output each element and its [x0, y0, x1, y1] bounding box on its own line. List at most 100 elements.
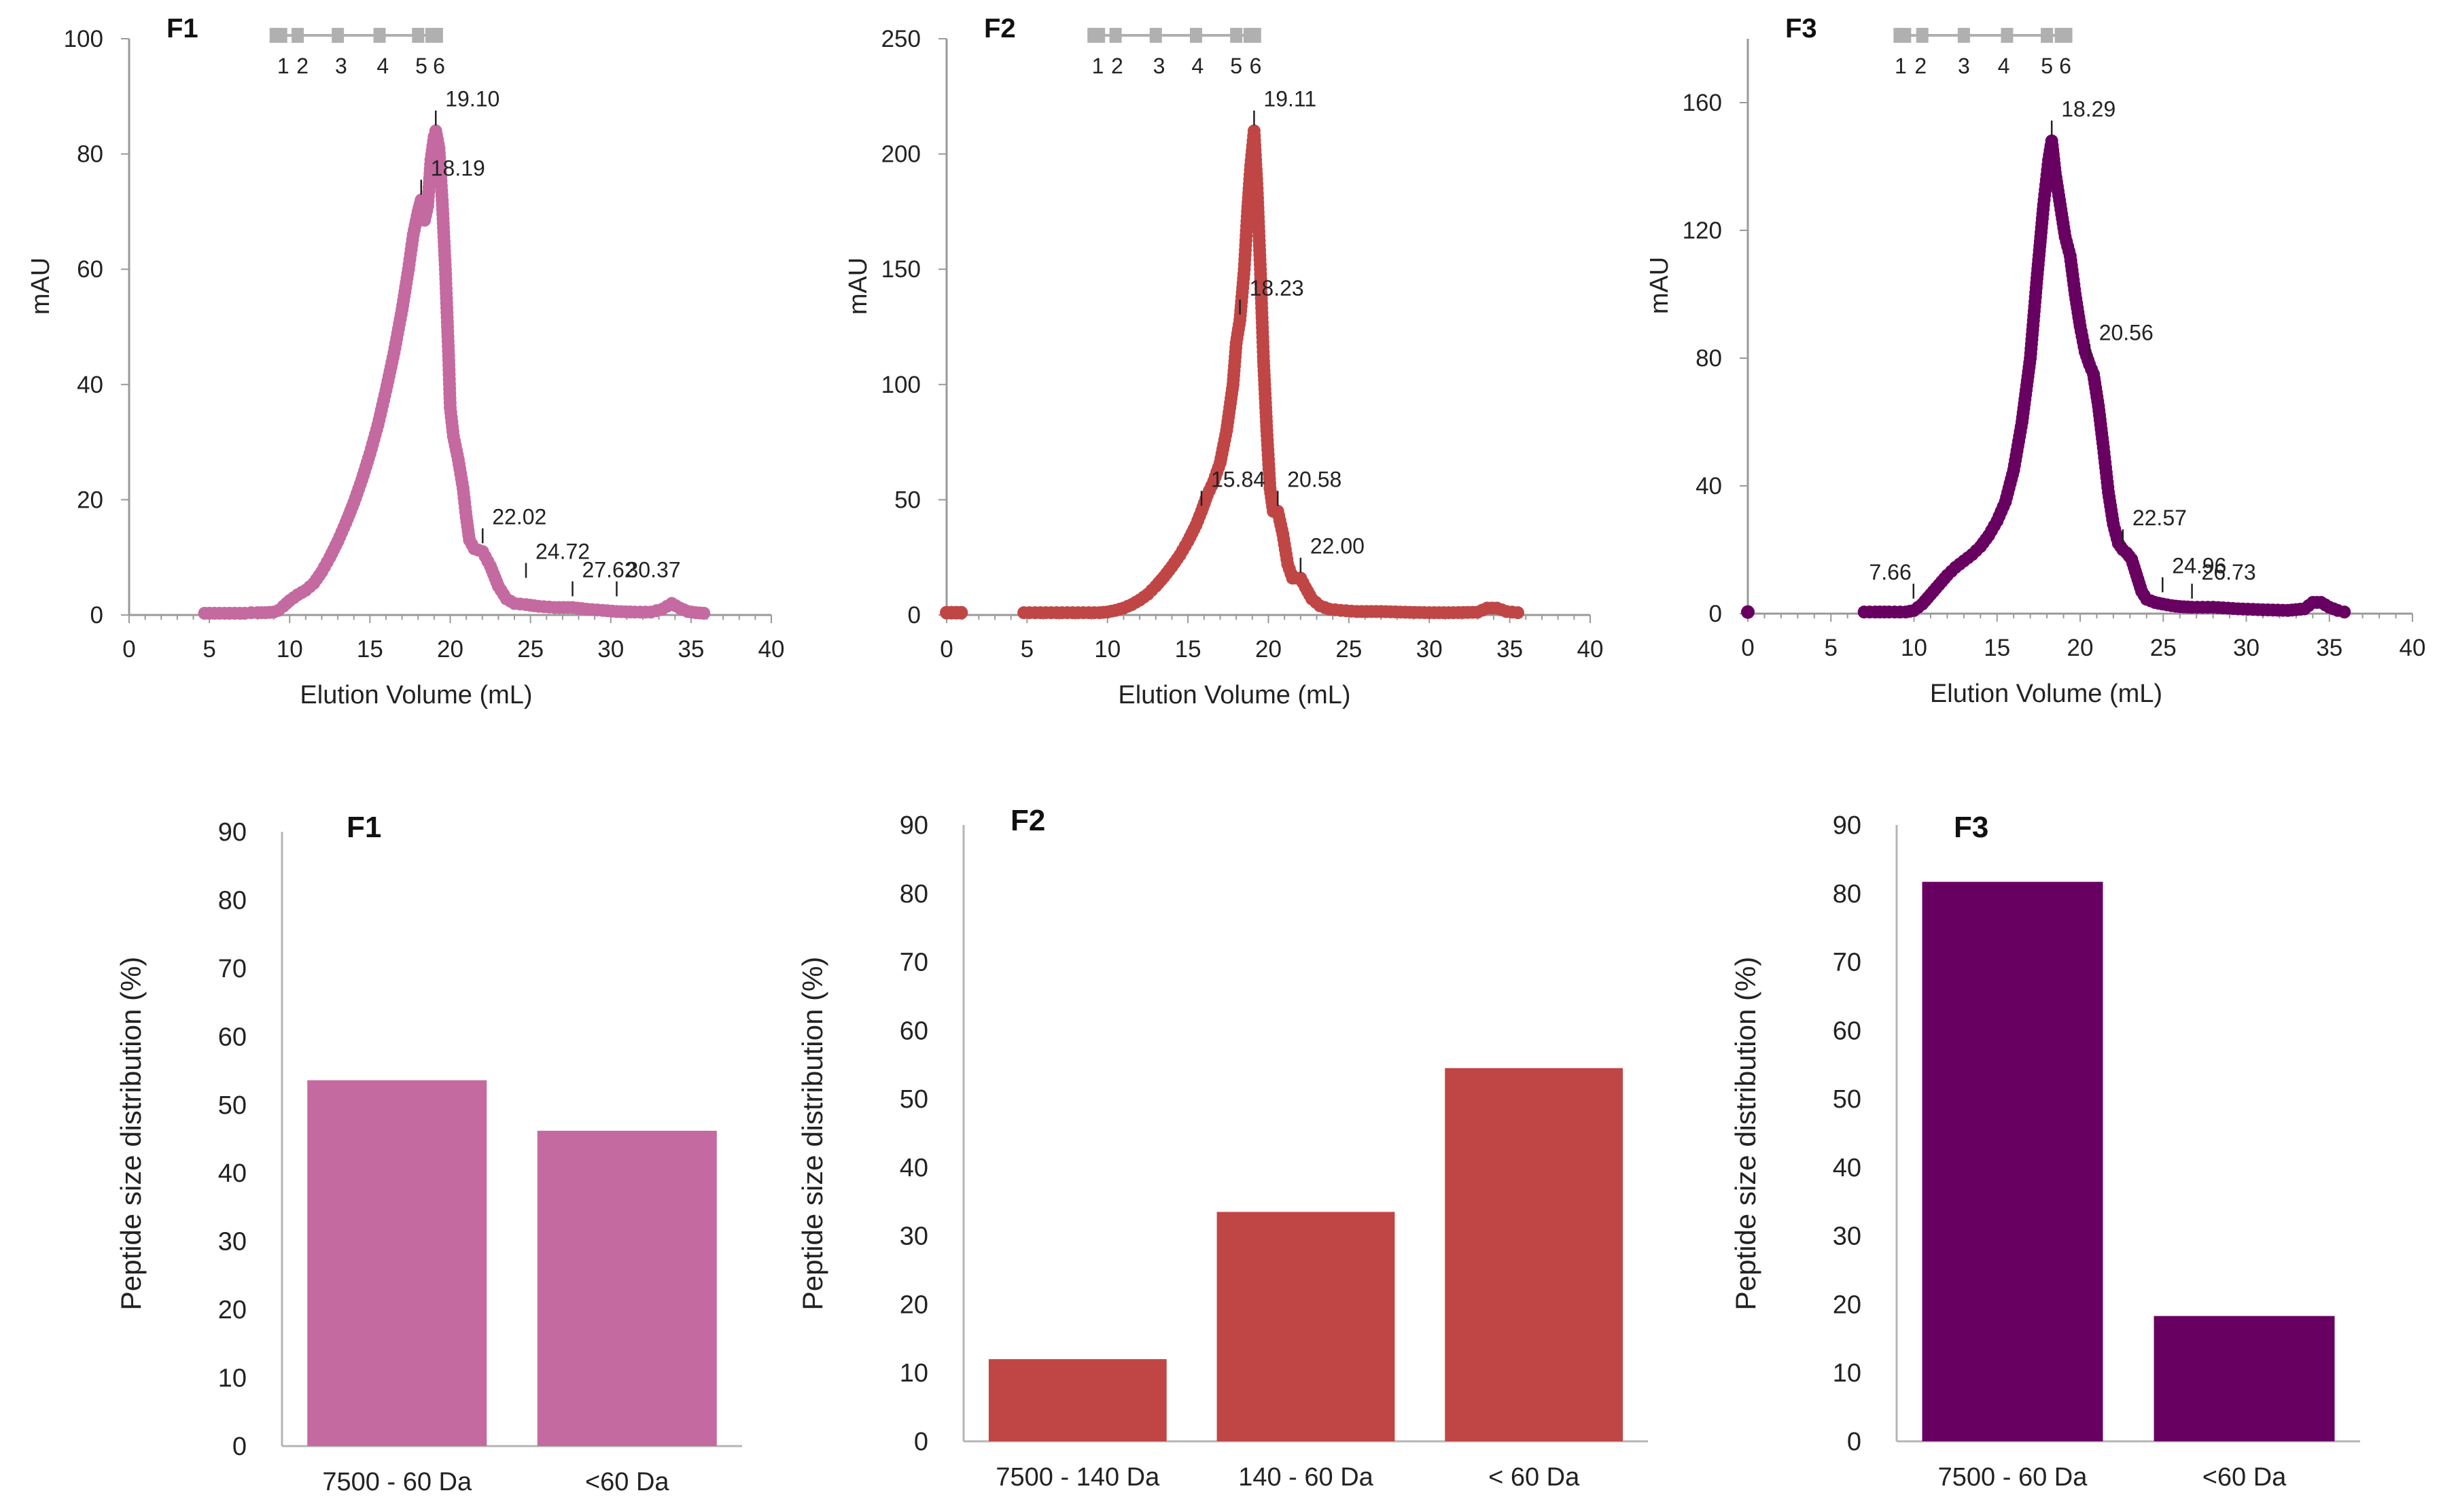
fraction-marker-label: 4: [1191, 54, 1204, 78]
category-label: <60 Da: [585, 1468, 669, 1496]
x-tick-label: 25: [2150, 635, 2177, 661]
bar: [1922, 881, 2103, 1441]
panel-title: F3: [1954, 811, 1988, 844]
x-tick-label: 15: [357, 636, 383, 663]
annotation-label: 24.72: [535, 539, 590, 563]
fraction-marker-square: [2054, 28, 2073, 43]
annotation-label: 7.66: [1869, 560, 1911, 584]
fraction-marker-label: 6: [1250, 54, 1262, 78]
y-tick-label: 80: [77, 141, 103, 168]
fraction-marker-square: [1087, 28, 1106, 43]
fraction-marker-square: [1916, 28, 1929, 43]
category-label: < 60 Da: [1488, 1463, 1580, 1492]
y-tick-label: 250: [881, 26, 921, 52]
annotation-label: 18.23: [1250, 276, 1304, 300]
y-tick-label: 40: [218, 1159, 247, 1188]
y-tick-label: 90: [1833, 811, 1861, 840]
x-axis-label: Elution Volume (mL): [1118, 681, 1350, 709]
bar: [1216, 1212, 1395, 1441]
data-point: [697, 606, 711, 620]
fraction-marker-label: 6: [433, 54, 445, 78]
y-tick-label: 200: [881, 141, 921, 168]
x-tick-label: 25: [1335, 636, 1362, 663]
y-tick-label: 70: [218, 955, 247, 983]
x-axis-label: Elution Volume (mL): [1930, 680, 2162, 708]
y-tick-label: 50: [218, 1091, 247, 1120]
y-tick-label: 80: [900, 880, 928, 909]
y-tick-label: 90: [218, 818, 247, 847]
y-tick-label: 0: [232, 1432, 247, 1461]
y-tick-label: 100: [881, 372, 921, 398]
bar: [988, 1359, 1167, 1441]
panel-title: F1: [347, 811, 381, 844]
y-tick-label: 40: [1696, 473, 1722, 499]
annotation-label: 15.84: [1211, 467, 1265, 491]
y-tick-label: 0: [908, 602, 921, 629]
bar-chart-f1: 0 10 20 30 40 50 60 70 80 90 Peptide size distribu…: [115, 811, 742, 1496]
panel-title: F3: [1785, 14, 1817, 43]
category-label: 7500 - 60 Da: [1938, 1463, 2088, 1492]
y-tick-label: 20: [77, 487, 103, 513]
fraction-marker-label: 1: [1092, 54, 1104, 78]
annotation-label: 22.02: [492, 504, 546, 529]
x-tick-label: 25: [517, 636, 544, 663]
y-tick-label: 0: [1709, 601, 1722, 627]
bar: [307, 1080, 487, 1446]
x-tick-label: 0: [1741, 635, 1754, 661]
y-tick-label: 120: [1683, 217, 1722, 244]
panel-title: F1: [166, 14, 198, 43]
x-tick-label: 35: [1496, 636, 1523, 663]
fraction-marker-label: 1: [1895, 54, 1907, 78]
annotation-label: 24.96: [2172, 554, 2226, 578]
fraction-marker-label: 3: [1958, 54, 1970, 78]
fraction-marker-label: 2: [296, 54, 309, 78]
x-tick-label: 5: [1021, 636, 1034, 663]
x-tick-label: 30: [2233, 635, 2260, 661]
x-tick-label: 15: [1984, 635, 2010, 661]
annotation-label: 22.00: [1310, 534, 1365, 559]
fraction-marker-square: [1109, 28, 1122, 43]
fraction-marker-square: [1957, 28, 1970, 43]
y-tick-label: 60: [218, 1023, 247, 1051]
fraction-marker-label: 2: [1111, 54, 1123, 78]
y-tick-label: 30: [900, 1223, 928, 1251]
bar-chart-f2: 0 10 20 30 40 50 60 70 80 90 Peptide size distribu…: [796, 804, 1648, 1492]
y-axis-label: Peptide size distribution (%): [796, 957, 828, 1311]
x-tick-label: 10: [1094, 636, 1121, 663]
x-tick-label: 35: [2316, 635, 2342, 661]
category-label: 140 - 60 Da: [1238, 1463, 1373, 1492]
y-tick-label: 30: [1833, 1223, 1861, 1251]
fraction-marker-square: [412, 28, 425, 43]
fraction-marker-label: 4: [1998, 54, 2010, 78]
fraction-marker-label: 2: [1914, 54, 1927, 78]
y-axis-label: mAU: [844, 258, 873, 315]
annotation-label: 30.37: [626, 557, 680, 582]
y-tick-label: 10: [1833, 1359, 1861, 1388]
fraction-marker-square: [1230, 28, 1243, 43]
x-tick-label: 30: [1416, 636, 1443, 663]
data-point: [1741, 605, 1755, 619]
fraction-marker-square: [2001, 28, 2014, 43]
y-tick-label: 50: [900, 1085, 928, 1114]
y-tick-label: 20: [218, 1296, 247, 1324]
fraction-marker-label: 1: [277, 54, 289, 78]
y-tick-label: 70: [900, 949, 928, 977]
y-axis-label: Peptide size distribution (%): [1729, 957, 1761, 1311]
y-tick-label: 50: [1833, 1085, 1861, 1114]
annotation-label: 19.10: [445, 87, 499, 111]
annotation-label: 18.19: [431, 156, 485, 180]
bar: [1445, 1068, 1623, 1441]
x-tick-label: 40: [758, 636, 785, 663]
y-tick-label: 150: [881, 256, 921, 283]
fraction-marker-label: 6: [2059, 54, 2071, 78]
category-label: 7500 - 60 Da: [322, 1468, 472, 1496]
annotation-label: 19.11: [1263, 87, 1316, 111]
category-label: 7500 - 140 Da: [996, 1463, 1160, 1492]
bar-chart-f3: 0 10 20 30 40 50 60 70 80 90 Peptide size distribu…: [1729, 811, 2360, 1492]
panel-title: F2: [1011, 804, 1045, 837]
x-tick-label: 40: [1577, 636, 1604, 663]
fraction-marker-square: [292, 28, 304, 43]
bar: [2154, 1316, 2335, 1441]
